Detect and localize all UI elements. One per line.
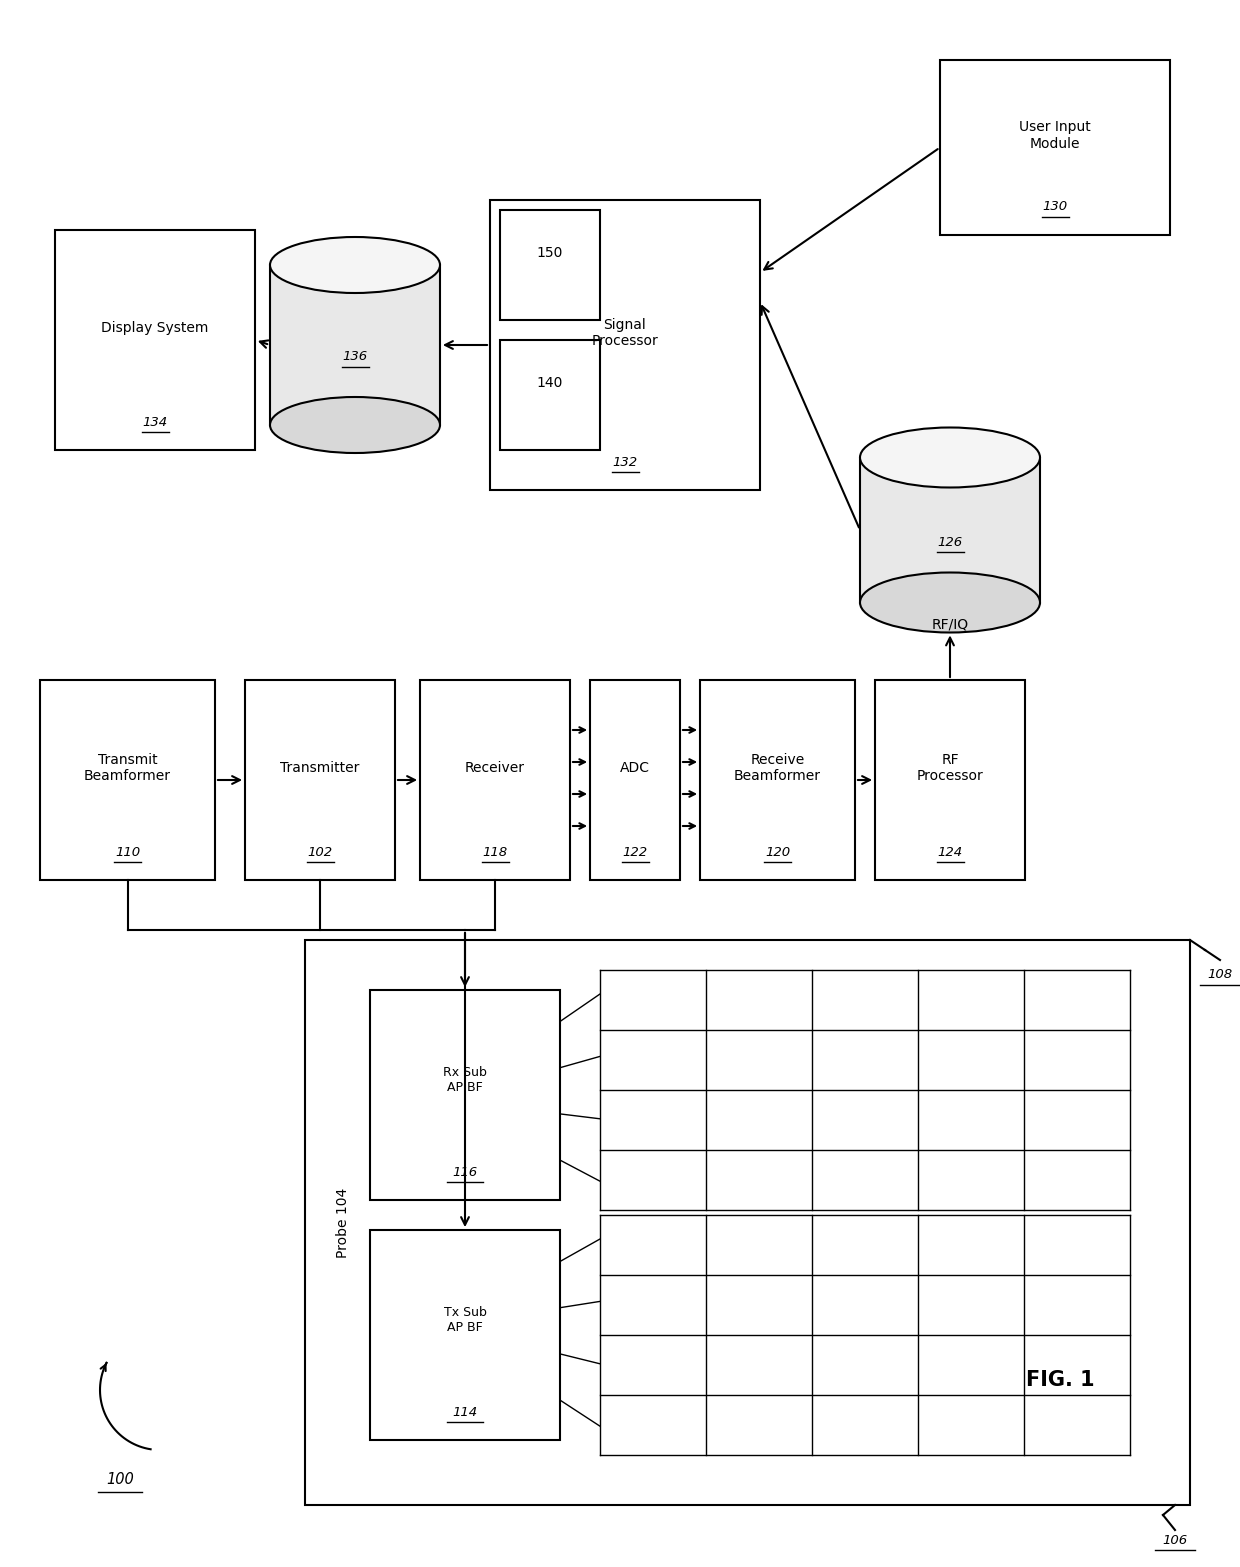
Text: Probe 104: Probe 104 (336, 1188, 350, 1258)
Text: Receive
Beamformer: Receive Beamformer (734, 752, 821, 784)
Text: 114: 114 (453, 1406, 477, 1418)
Bar (861, 458, 1040, 602)
Ellipse shape (270, 396, 440, 453)
Text: 124: 124 (937, 846, 962, 859)
Bar (940, 60, 1171, 235)
Bar (370, 1230, 560, 1440)
Bar (420, 680, 570, 881)
Ellipse shape (861, 572, 1040, 633)
Bar (40, 680, 215, 881)
Text: 140: 140 (537, 376, 563, 390)
Bar (370, 990, 560, 1200)
Text: Transmitter: Transmitter (280, 762, 360, 776)
Text: RF
Processor: RF Processor (916, 752, 983, 784)
Text: 118: 118 (482, 846, 507, 859)
Text: Tx Sub
AP BF: Tx Sub AP BF (444, 1305, 486, 1334)
Text: 150: 150 (537, 246, 563, 260)
Bar (55, 230, 255, 450)
Bar (590, 680, 680, 881)
Bar (875, 680, 1025, 881)
Text: FIG. 1: FIG. 1 (1025, 1370, 1095, 1390)
Ellipse shape (270, 237, 440, 293)
Text: 108: 108 (1208, 968, 1233, 981)
Text: Receiver: Receiver (465, 762, 525, 776)
Text: Rx Sub
AP BF: Rx Sub AP BF (443, 1066, 487, 1094)
Text: 136: 136 (342, 351, 367, 364)
Text: User Input
Module: User Input Module (1019, 121, 1091, 150)
Bar (246, 680, 396, 881)
Text: 126: 126 (937, 536, 962, 548)
Text: 134: 134 (143, 415, 167, 428)
Bar (305, 940, 1190, 1504)
Text: 106: 106 (1162, 1534, 1188, 1547)
Text: 100: 100 (107, 1473, 134, 1487)
Text: Signal
Processor: Signal Processor (591, 318, 658, 348)
Text: 122: 122 (622, 846, 647, 859)
Text: 102: 102 (308, 846, 332, 859)
Bar (490, 201, 760, 490)
Bar (500, 340, 600, 450)
Text: Display System: Display System (102, 321, 208, 335)
Text: ADC: ADC (620, 762, 650, 776)
Text: Transmit
Beamformer: Transmit Beamformer (84, 752, 171, 784)
Text: RF/IQ: RF/IQ (931, 617, 968, 632)
Text: 132: 132 (613, 456, 637, 469)
Text: 130: 130 (1043, 201, 1068, 213)
Text: 110: 110 (115, 846, 140, 859)
Bar (270, 265, 440, 425)
Bar (500, 210, 600, 320)
Bar (701, 680, 856, 881)
Ellipse shape (861, 428, 1040, 487)
Text: 120: 120 (765, 846, 790, 859)
Text: 116: 116 (453, 1166, 477, 1178)
